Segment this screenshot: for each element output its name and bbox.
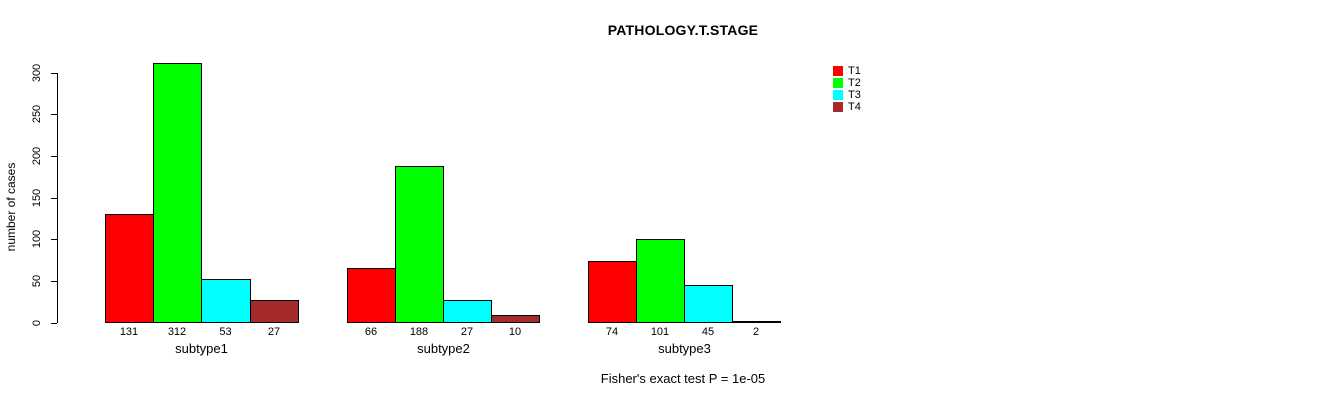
- bar-value-label: 131: [119, 326, 139, 338]
- legend-swatch: [833, 90, 843, 100]
- bar: [491, 314, 540, 323]
- bar: [105, 213, 154, 323]
- legend-swatch: [833, 78, 843, 88]
- legend-item: T3: [833, 89, 861, 101]
- legend-label: T4: [848, 101, 861, 113]
- y-tick-label: 0: [31, 319, 43, 326]
- bar: [347, 267, 396, 323]
- bar-value-label: 74: [605, 326, 619, 338]
- category-label: subtype2: [417, 341, 470, 356]
- bar: [588, 260, 637, 323]
- bar: [250, 299, 299, 323]
- category-label: subtype3: [658, 341, 711, 356]
- legend-item: T2: [833, 77, 861, 89]
- y-tick-mark: [51, 114, 57, 116]
- bar-value-label: 27: [460, 326, 474, 338]
- legend-label: T1: [848, 65, 861, 77]
- y-tick-label: 100: [31, 229, 43, 249]
- y-axis-line: [57, 72, 58, 323]
- y-tick-mark: [51, 197, 57, 199]
- bar: [732, 320, 781, 323]
- bar-value-label: 188: [409, 326, 429, 338]
- category-label: subtype1: [175, 341, 228, 356]
- bar-value-label: 66: [364, 326, 378, 338]
- legend-swatch: [833, 102, 843, 112]
- legend-item: T4: [833, 101, 861, 113]
- y-tick-mark: [51, 239, 57, 241]
- bar: [395, 165, 444, 323]
- legend-swatch: [833, 66, 843, 76]
- y-tick-mark: [51, 72, 57, 74]
- y-tick-label: 50: [31, 274, 43, 287]
- legend-item: T1: [833, 65, 861, 77]
- bar-value-label: 312: [167, 326, 187, 338]
- bar: [443, 299, 492, 323]
- y-axis-title: number of cases: [4, 162, 18, 252]
- bar-value-label: 45: [701, 326, 715, 338]
- y-tick-label: 150: [31, 188, 43, 207]
- bar: [636, 238, 685, 323]
- y-tick-label: 200: [31, 146, 43, 166]
- annotation-text: Fisher's exact test P = 1e-05: [600, 371, 766, 386]
- bar: [201, 278, 251, 323]
- y-tick-label: 300: [31, 63, 43, 82]
- y-tick-label: 250: [31, 104, 43, 124]
- y-tick-mark: [51, 322, 57, 324]
- bar-value-label: 2: [752, 326, 760, 338]
- bar-value-label: 27: [267, 326, 281, 338]
- legend-label: T2: [848, 77, 861, 89]
- chart-title: PATHOLOGY.T.STAGE: [607, 22, 759, 38]
- bar-value-label: 53: [219, 326, 232, 338]
- y-tick-mark: [51, 280, 57, 282]
- y-tick-mark: [51, 155, 57, 157]
- legend-label: T3: [848, 89, 861, 101]
- legend: T1 T2 T3 T4: [833, 65, 861, 113]
- bar: [684, 284, 733, 323]
- bar: [153, 62, 202, 323]
- bar-value-label: 10: [508, 326, 522, 338]
- bar-value-label: 101: [650, 326, 670, 338]
